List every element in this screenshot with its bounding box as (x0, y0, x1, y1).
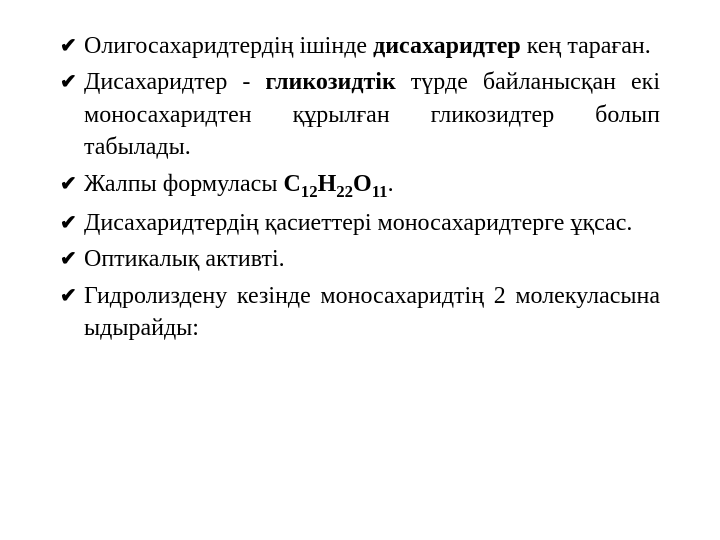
formula-subscript: 12 (301, 181, 318, 200)
formula-element: С (283, 171, 300, 197)
text-segment: Дисахаридтер - (84, 69, 265, 95)
checkmark-icon: ✔ (60, 33, 77, 60)
text-segment: Олигосахаридтердің ішінде (84, 33, 373, 59)
bullet-item-4: ✔ Дисахаридтердің қасиеттері моносахарид… (60, 207, 660, 239)
bullet-item-5: ✔ Оптикалық активті. (60, 243, 660, 275)
bullet-list: ✔ Олигосахаридтердің ішінде дисахаридтер… (60, 30, 660, 345)
formula-element: Н (318, 171, 337, 197)
text-segment: Жалпы формуласы (84, 171, 283, 197)
text-segment: Оптикалық активті. (84, 246, 285, 272)
bullet-item-2: ✔ Дисахаридтер - гликозидтік түрде байла… (60, 66, 660, 163)
checkmark-icon: ✔ (60, 69, 77, 96)
formula: С12Н22О11 (283, 171, 387, 197)
checkmark-icon: ✔ (60, 210, 77, 237)
text-segment: . (388, 171, 394, 197)
bullet-item-3: ✔ Жалпы формуласы С12Н22О11. (60, 168, 660, 203)
text-segment: Дисахаридтердің қасиеттері моносахаридте… (84, 210, 632, 236)
bold-text: дисахаридтер (373, 33, 521, 59)
formula-subscript: 11 (372, 181, 388, 200)
formula-subscript: 22 (336, 181, 353, 200)
bullet-item-1: ✔ Олигосахаридтердің ішінде дисахаридтер… (60, 30, 660, 62)
checkmark-icon: ✔ (60, 283, 77, 310)
bold-text: гликозидтік (265, 69, 395, 95)
formula-element: О (353, 171, 372, 197)
checkmark-icon: ✔ (60, 171, 77, 198)
bullet-item-6: ✔ Гидролиздену кезінде моносахаридтің 2 … (60, 280, 660, 345)
checkmark-icon: ✔ (60, 246, 77, 273)
text-segment: Гидролиздену кезінде моносахаридтің 2 мо… (84, 283, 660, 341)
text-segment: кең тараған. (521, 33, 651, 59)
